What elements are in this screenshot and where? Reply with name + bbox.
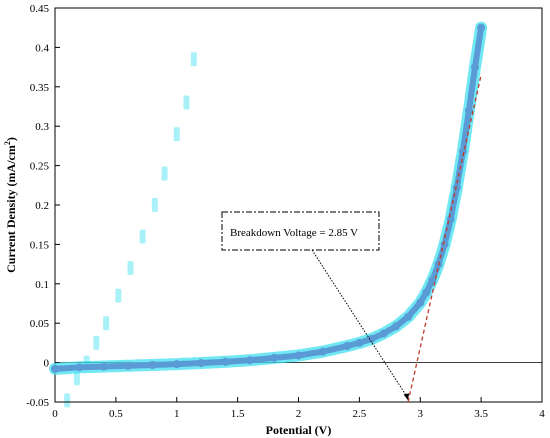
data-point	[391, 322, 400, 331]
data-point	[477, 23, 486, 32]
annotation-layer: Breakdown Voltage = 2.85 V	[221, 211, 410, 401]
data-point	[471, 63, 480, 72]
faint-mark	[190, 52, 197, 67]
annotation-box	[221, 211, 380, 251]
x-tick-label: 0.5	[109, 408, 123, 420]
faint-mark	[139, 229, 146, 244]
faint-mark	[64, 393, 71, 408]
faint-mark	[115, 288, 122, 303]
y-axis-title-superscript: 2	[3, 141, 12, 145]
data-point	[440, 240, 449, 249]
y-axis-title: Current Density (mA/cm2)	[3, 137, 18, 273]
x-tick-label: 3	[418, 408, 424, 420]
annotation-arrow-line	[311, 249, 409, 399]
y-tick-label: 0.4	[35, 42, 49, 54]
data-point	[99, 362, 108, 371]
faint-mark	[183, 95, 190, 110]
annotation-arrow-head	[403, 393, 410, 401]
data-point	[221, 357, 230, 366]
data-point	[318, 347, 327, 356]
data-point	[404, 312, 413, 321]
data-point	[367, 334, 376, 343]
y-tick-label: 0.1	[35, 279, 49, 291]
y-tick-label: 0.2	[35, 200, 49, 212]
y-tick-label: 0.35	[30, 82, 50, 94]
x-tick-label: 2.5	[353, 408, 367, 420]
faint-mark	[103, 316, 110, 331]
x-axis-title: Potential (V)	[266, 423, 332, 437]
y-tick-label: 0.3	[35, 121, 49, 133]
faint-mark	[151, 198, 158, 212]
series-layer	[49, 21, 488, 375]
data-point	[294, 351, 303, 360]
y-axis-title-main: Current Density (mA/cm	[4, 145, 18, 273]
x-tick-label: 4	[539, 408, 545, 420]
x-tick-label: 2	[296, 408, 302, 420]
data-point	[355, 338, 364, 347]
data-point	[343, 342, 352, 351]
y-tick-label: 0.25	[30, 161, 50, 173]
x-tick-label: 3.5	[474, 408, 488, 420]
data-point	[452, 183, 461, 192]
data-point	[148, 360, 157, 369]
annotation-text: Breakdown Voltage = 2.85 V	[230, 227, 358, 239]
data-point	[172, 360, 181, 369]
axis-labels: Potential (V)Current Density (mA/cm2)	[3, 137, 331, 437]
data-point	[422, 288, 431, 297]
data-point	[75, 363, 84, 372]
y-tick-label: 0	[44, 358, 50, 370]
y-tick-label: 0.15	[30, 239, 50, 251]
y-tick-label: 0.45	[30, 3, 50, 15]
faint-mark	[73, 371, 80, 386]
data-point	[51, 364, 59, 373]
faint-mark	[161, 166, 168, 181]
data-point	[379, 329, 388, 338]
x-tick-label: 1	[174, 408, 180, 420]
data-point	[270, 353, 279, 362]
y-tick-label: 0.05	[30, 318, 50, 330]
y-tick-label: -0.05	[26, 397, 49, 409]
data-point	[197, 358, 206, 367]
data-point	[464, 106, 473, 115]
data-point	[124, 361, 133, 370]
y-axis-title-tail: )	[4, 137, 18, 141]
faint-mark	[127, 261, 134, 276]
data-point	[416, 298, 425, 307]
faint-offset-layer	[64, 52, 197, 408]
faint-mark	[173, 127, 180, 142]
x-tick-label: 0	[52, 408, 58, 420]
data-point	[245, 356, 254, 365]
data-point	[458, 147, 467, 156]
x-tick-label: 1.5	[231, 408, 245, 420]
faint-mark	[93, 335, 100, 350]
